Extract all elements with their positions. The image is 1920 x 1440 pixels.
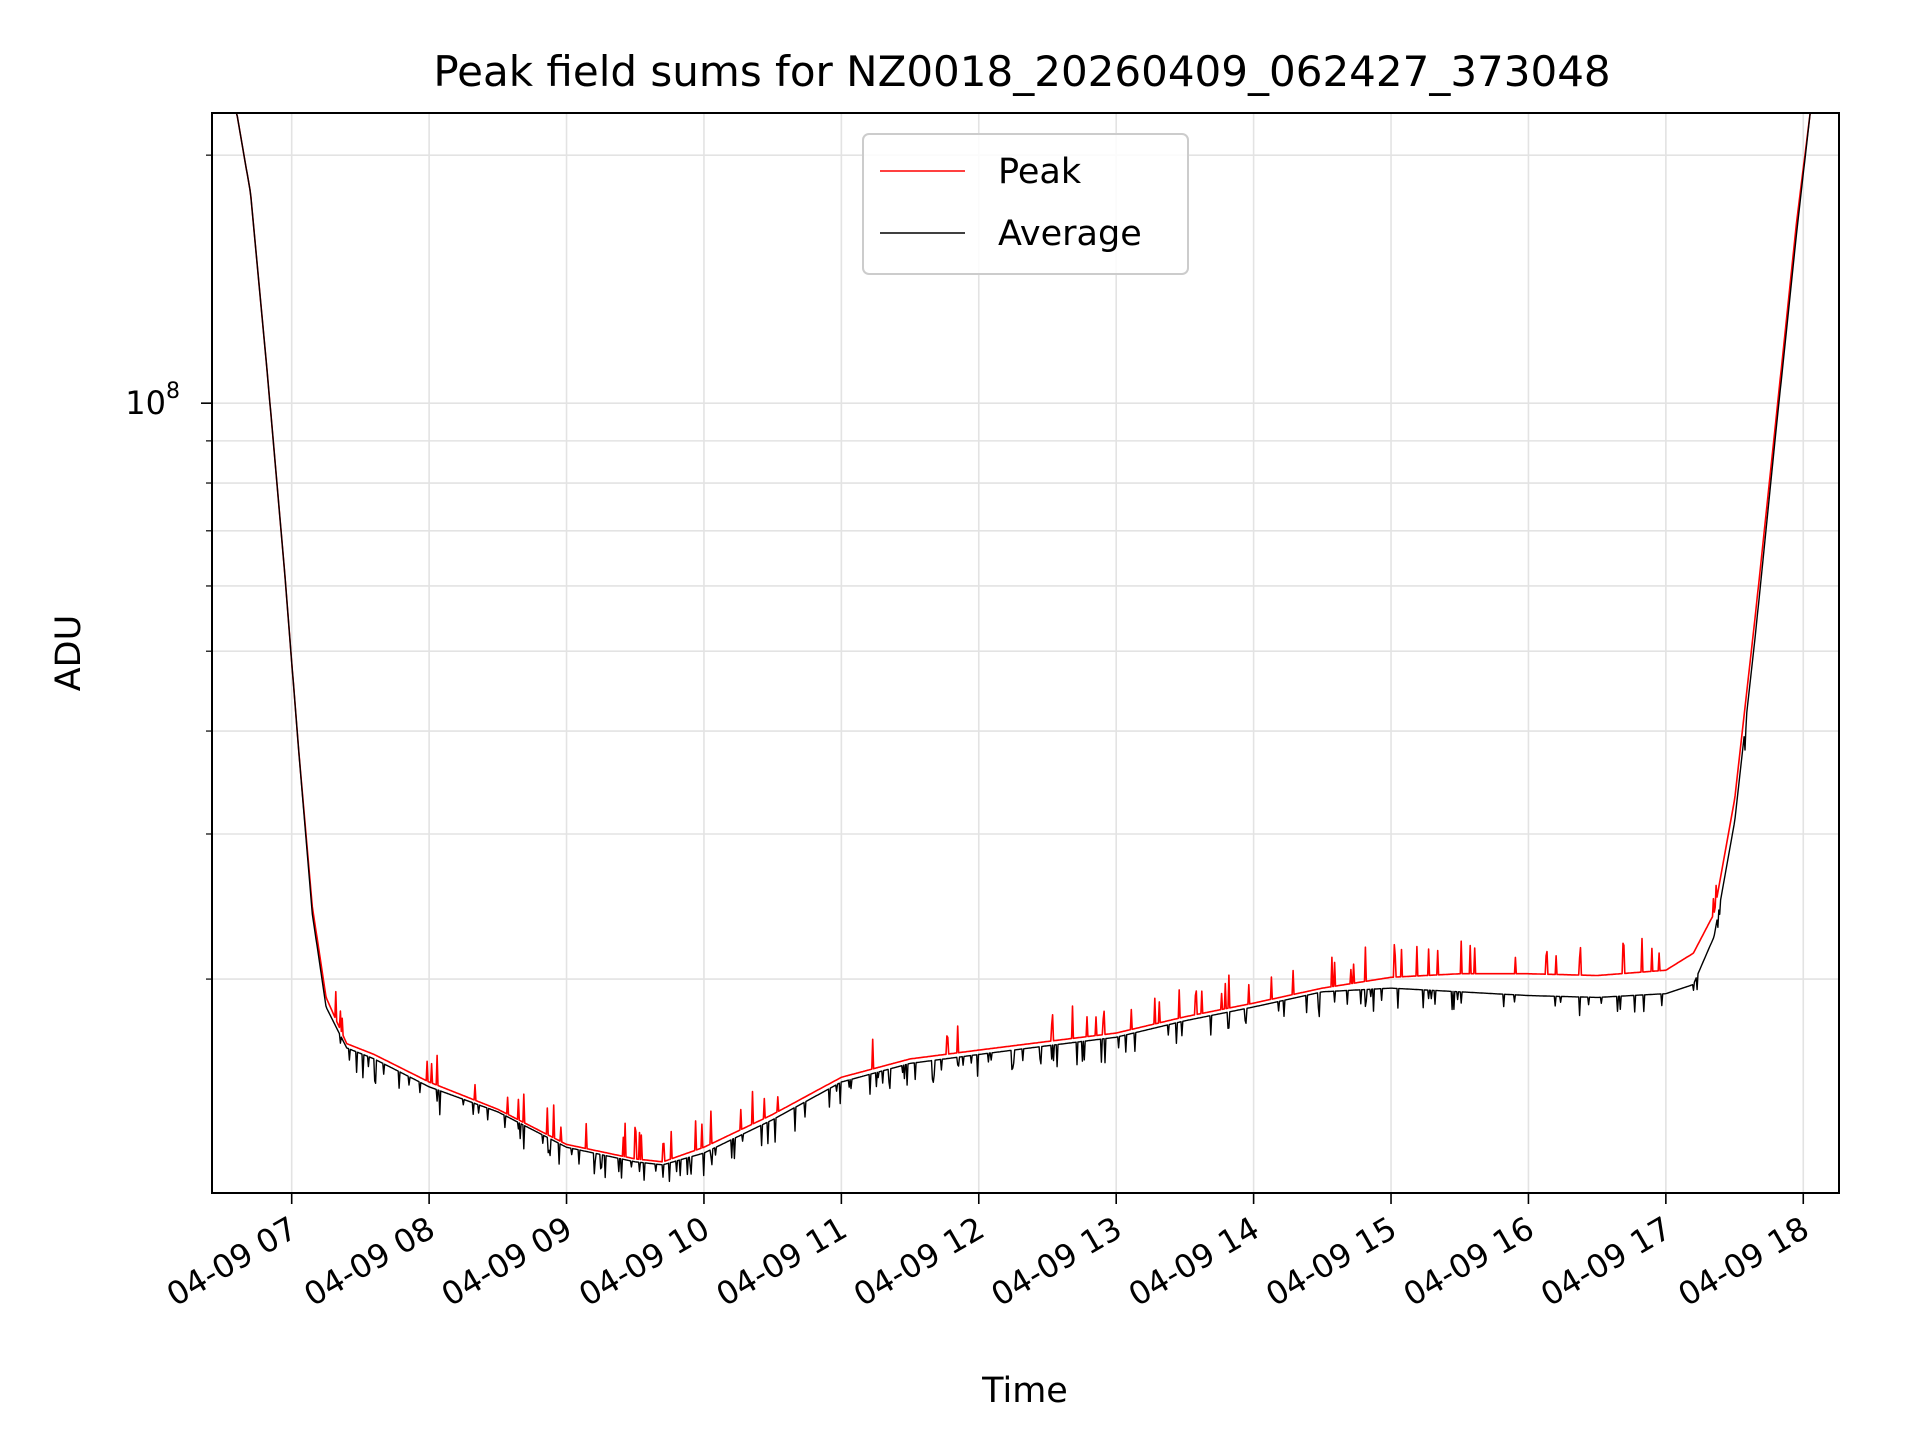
y-tick-exponent: 8: [166, 379, 180, 404]
legend-box: [862, 133, 1189, 275]
legend-label-peak: Peak: [998, 152, 1082, 192]
plot-frame: [211, 112, 1840, 1194]
x-axis-label: Time: [981, 1371, 1068, 1411]
series-layer: [212, 112, 1839, 1183]
y-tick-base: 10: [125, 384, 166, 422]
y-tick-label: 108: [125, 379, 180, 422]
legend: Peak Average: [862, 133, 1189, 275]
series-line-average: [212, 112, 1839, 1183]
chart-title: Peak field sums for NZ0018_20260409_0624…: [433, 47, 1610, 96]
legend-label-average: Average: [998, 214, 1142, 254]
y-axis-label: ADU: [49, 615, 89, 692]
series-line-peak: [212, 112, 1839, 1163]
